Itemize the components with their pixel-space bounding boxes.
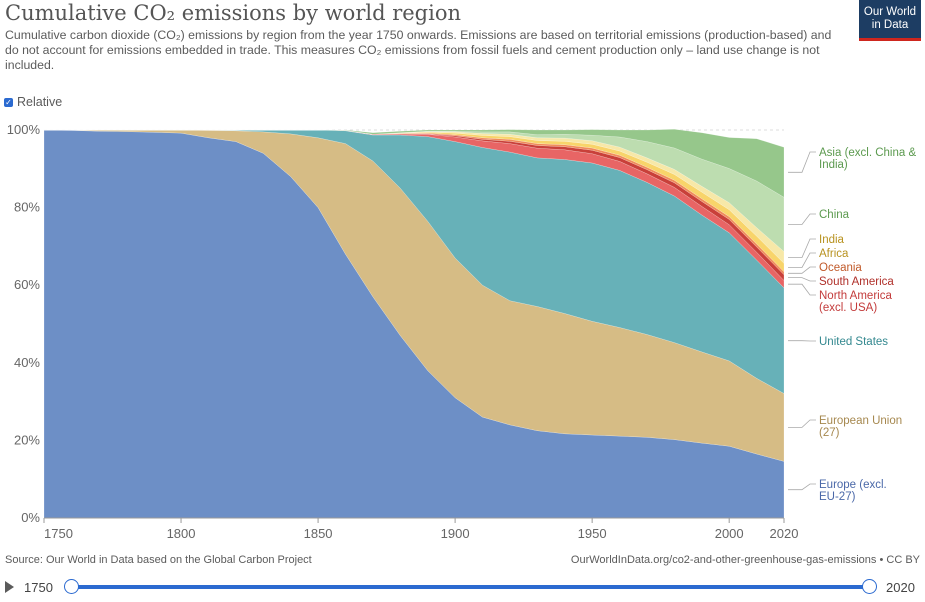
label-connector xyxy=(788,252,816,268)
y-tick-label: 100% xyxy=(7,122,41,137)
source-note[interactable]: Source: Our World in Data based on the G… xyxy=(5,554,312,566)
label-connector xyxy=(788,483,816,491)
series-label[interactable]: Asia (excl. China & India) xyxy=(819,147,916,171)
check-icon[interactable]: ✓ xyxy=(4,97,13,107)
series-label[interactable]: South America xyxy=(819,276,894,288)
series-label[interactable]: China xyxy=(819,209,850,221)
series-labels[interactable]: Europe (excl. EU-27) European Union (27) Uni… xyxy=(788,147,916,503)
label-connector xyxy=(788,277,816,282)
timeline-start: 1750 xyxy=(24,580,53,595)
series-label[interactable]: India xyxy=(819,234,845,246)
y-tick-label: 80% xyxy=(14,200,40,215)
x-tick-label: 1800 xyxy=(167,526,196,541)
timeline-end-handle[interactable] xyxy=(862,579,877,594)
area-series[interactable] xyxy=(43,128,785,519)
license-link[interactable]: OurWorldInData.org/co2-and-other-greenho… xyxy=(570,554,920,566)
logo-line-1: Our World xyxy=(863,6,917,18)
x-tick-label: 1900 xyxy=(441,526,470,541)
label-connector xyxy=(788,419,816,428)
y-tick-label: 20% xyxy=(14,432,40,447)
label-connector xyxy=(788,213,816,225)
timeline[interactable]: 1750 2020 xyxy=(0,578,925,598)
area-asia-excl-china-india[interactable] xyxy=(44,128,785,198)
series-label[interactable]: North America (excl. USA) xyxy=(819,290,892,314)
relative-label: Relative xyxy=(17,95,63,109)
label-connector xyxy=(788,151,816,173)
timeline-start-handle[interactable] xyxy=(64,579,79,594)
y-tick-label: 40% xyxy=(14,355,40,370)
relative-toggle[interactable]: ✓ Relative xyxy=(4,95,62,109)
y-tick-label: 0% xyxy=(21,510,40,525)
x-tick-label: 2000 xyxy=(715,526,744,541)
series-label[interactable]: Oceania xyxy=(819,262,862,274)
label-connector xyxy=(788,283,816,296)
chart-subtitle: Cumulative carbon dioxide (CO₂) emission… xyxy=(5,28,832,72)
y-axis: 0% 20% 40% 60% 80% 100% xyxy=(7,122,41,525)
owid-logo[interactable]: Our World in Data xyxy=(859,0,921,41)
x-tick-label: 1850 xyxy=(304,526,333,541)
x-axis: 1750 1800 1850 1900 1950 2000 2020 xyxy=(43,517,799,541)
timeline-track[interactable] xyxy=(72,585,870,589)
x-tick-label: 1950 xyxy=(578,526,607,541)
stacked-area-chart[interactable]: 0% 20% 40% 60% 80% 100% 1750 1800 1850 1900 1950 2… xyxy=(0,110,925,550)
y-tick-label: 60% xyxy=(14,277,40,292)
timeline-end: 2020 xyxy=(886,580,915,595)
series-label[interactable]: United States xyxy=(819,336,888,348)
play-icon[interactable] xyxy=(5,581,14,593)
logo-line-2: in Data xyxy=(871,19,909,31)
x-tick-label: 1750 xyxy=(44,526,73,541)
label-connector xyxy=(788,238,816,258)
series-label[interactable]: European Union (27) xyxy=(819,415,902,439)
series-label[interactable]: Africa xyxy=(819,248,849,260)
label-connector xyxy=(788,266,816,274)
x-tick-label: 2020 xyxy=(770,526,799,541)
series-label[interactable]: Europe (excl. EU-27) xyxy=(819,479,887,503)
chart-title: Cumulative CO₂ emissions by world region xyxy=(5,1,461,25)
